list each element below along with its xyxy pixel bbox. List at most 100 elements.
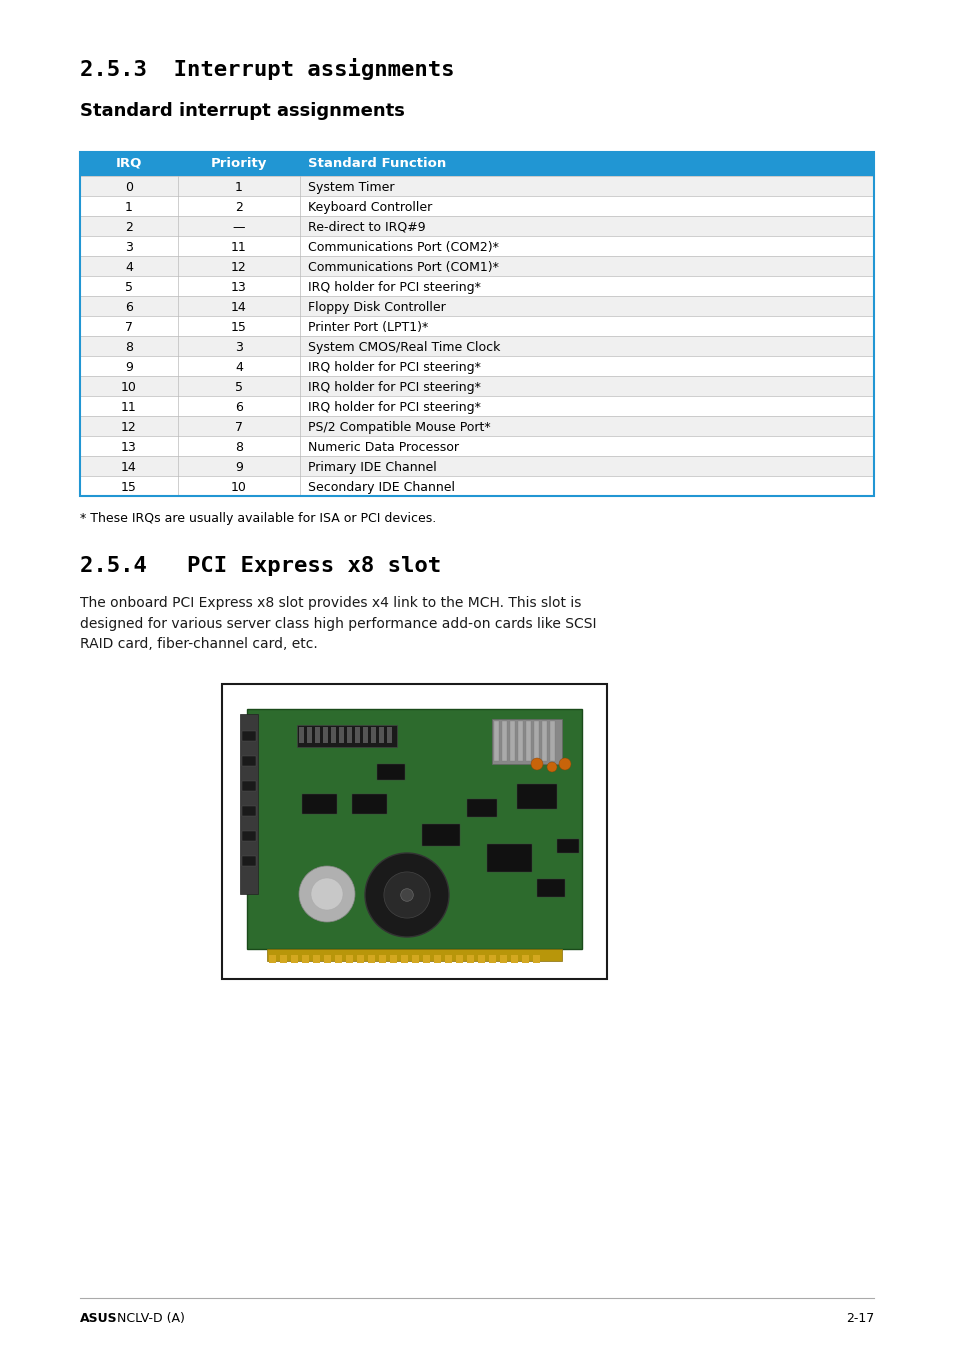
Bar xyxy=(400,955,408,963)
Bar xyxy=(80,357,873,376)
Text: Re-direct to IRQ#9: Re-direct to IRQ#9 xyxy=(308,222,425,234)
Text: Secondary IDE Channel: Secondary IDE Channel xyxy=(308,481,455,494)
Bar xyxy=(517,784,557,809)
Bar xyxy=(537,880,564,897)
Bar xyxy=(534,721,538,761)
Bar xyxy=(352,794,387,815)
Bar xyxy=(80,296,873,316)
Bar xyxy=(376,765,405,780)
Bar xyxy=(335,955,341,963)
Bar xyxy=(298,727,304,743)
Bar xyxy=(421,824,459,846)
Text: 15: 15 xyxy=(231,322,247,334)
Text: 5: 5 xyxy=(234,381,243,394)
Text: 11: 11 xyxy=(121,401,136,413)
Bar xyxy=(314,727,319,743)
Bar xyxy=(80,196,873,216)
Circle shape xyxy=(531,758,542,770)
Text: ASUS: ASUS xyxy=(80,1312,117,1325)
Bar xyxy=(80,316,873,336)
Text: 2-17: 2-17 xyxy=(845,1312,873,1325)
Text: 3: 3 xyxy=(125,240,132,254)
Text: IRQ: IRQ xyxy=(115,157,142,170)
Text: 2: 2 xyxy=(234,201,243,213)
Bar xyxy=(444,955,452,963)
Text: Standard Function: Standard Function xyxy=(308,157,446,170)
Text: Communications Port (COM2)*: Communications Port (COM2)* xyxy=(308,240,498,254)
Text: 7: 7 xyxy=(125,322,132,334)
Bar xyxy=(456,955,462,963)
Bar xyxy=(242,781,255,790)
Text: 7: 7 xyxy=(234,422,243,434)
Bar xyxy=(80,236,873,255)
Text: 15: 15 xyxy=(121,481,137,494)
Bar xyxy=(80,153,873,496)
Text: 12: 12 xyxy=(231,261,247,274)
Bar xyxy=(80,255,873,276)
Bar xyxy=(356,955,364,963)
Bar xyxy=(80,336,873,357)
Bar xyxy=(242,757,255,766)
Bar xyxy=(521,955,529,963)
Bar xyxy=(302,955,309,963)
Text: 14: 14 xyxy=(231,301,247,313)
Bar xyxy=(368,955,375,963)
Text: 5: 5 xyxy=(125,281,132,295)
Text: 8: 8 xyxy=(234,440,243,454)
Bar xyxy=(80,396,873,416)
Bar xyxy=(242,831,255,842)
Bar xyxy=(324,955,331,963)
Bar xyxy=(291,955,297,963)
Text: Standard interrupt assignments: Standard interrupt assignments xyxy=(80,101,404,120)
Bar xyxy=(499,955,506,963)
Bar xyxy=(467,798,497,817)
Bar xyxy=(80,153,873,176)
Bar xyxy=(313,955,319,963)
Bar xyxy=(80,276,873,296)
Circle shape xyxy=(298,866,355,921)
Bar xyxy=(390,955,396,963)
Circle shape xyxy=(365,852,449,938)
Circle shape xyxy=(558,758,571,770)
Text: 8: 8 xyxy=(125,340,132,354)
Bar xyxy=(434,955,440,963)
Text: Primary IDE Channel: Primary IDE Channel xyxy=(308,461,436,474)
Bar xyxy=(557,839,578,852)
Text: System Timer: System Timer xyxy=(308,181,395,195)
Bar xyxy=(80,176,873,196)
Bar xyxy=(296,725,396,747)
Text: 3: 3 xyxy=(234,340,243,354)
Bar xyxy=(302,794,336,815)
Text: 12: 12 xyxy=(121,422,136,434)
Text: 4: 4 xyxy=(125,261,132,274)
Bar xyxy=(510,721,515,761)
Bar xyxy=(267,948,561,961)
Text: 6: 6 xyxy=(125,301,132,313)
Text: System CMOS/Real Time Clock: System CMOS/Real Time Clock xyxy=(308,340,500,354)
Text: 6: 6 xyxy=(234,401,243,413)
Bar xyxy=(80,457,873,476)
Text: The onboard PCI Express x8 slot provides x4 link to the MCH. This slot is
design: The onboard PCI Express x8 slot provides… xyxy=(80,596,596,651)
Bar xyxy=(331,727,335,743)
Bar xyxy=(412,955,418,963)
Bar xyxy=(517,721,522,761)
Text: 1: 1 xyxy=(234,181,243,195)
Text: * These IRQs are usually available for ISA or PCI devices.: * These IRQs are usually available for I… xyxy=(80,512,436,526)
Text: 10: 10 xyxy=(231,481,247,494)
Text: —: — xyxy=(233,222,245,234)
Bar xyxy=(80,416,873,436)
Text: 2: 2 xyxy=(125,222,132,234)
Bar xyxy=(511,955,517,963)
Text: IRQ holder for PCI steering*: IRQ holder for PCI steering* xyxy=(308,401,480,413)
Bar xyxy=(80,216,873,236)
Bar xyxy=(307,727,312,743)
Bar xyxy=(323,727,328,743)
Text: Priority: Priority xyxy=(211,157,267,170)
Bar xyxy=(422,955,430,963)
Circle shape xyxy=(546,762,557,771)
Bar xyxy=(378,727,384,743)
Circle shape xyxy=(311,878,343,911)
Bar xyxy=(222,684,606,979)
Bar xyxy=(346,955,353,963)
Bar xyxy=(486,844,532,871)
